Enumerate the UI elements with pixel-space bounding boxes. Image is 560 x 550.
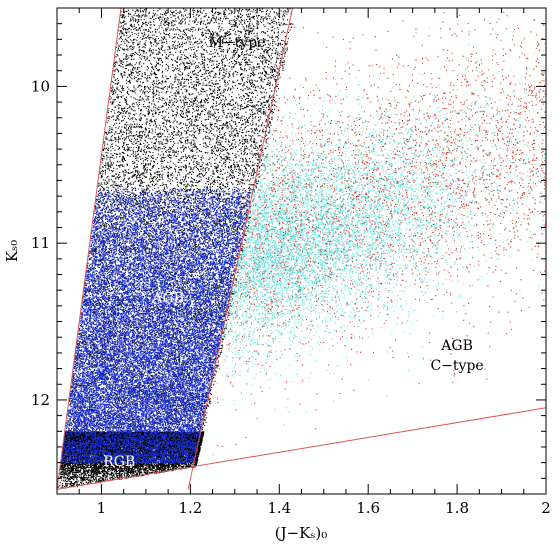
y-axis-label: Kₛ₀ [3, 240, 21, 262]
region-label: RGB [103, 454, 135, 470]
y-tick-label: 12 [31, 391, 50, 409]
boundary-line-2 [187, 8, 294, 490]
x-axis-label: (J−Kₛ)₀ [275, 524, 328, 542]
series-points-4 [209, 10, 546, 447]
region-label: AGB [440, 338, 473, 354]
annotations: M−type AGB RGB AGB C−type [103, 35, 483, 470]
region-label: AGB [151, 291, 184, 307]
x-tick-label: 1.6 [356, 499, 380, 517]
boundary-line-3 [57, 407, 546, 490]
y-tick-label: 10 [31, 77, 50, 95]
x-tick-label: 1.8 [445, 499, 469, 517]
x-tick-label: 1.2 [178, 499, 202, 517]
selection-boundaries [57, 8, 546, 490]
series-points-3 [212, 16, 546, 461]
x-tick-label: 2 [541, 499, 551, 517]
x-tick-label: 1 [97, 499, 107, 517]
axis-ticks: 1 1.2 1.4 1.6 1.8 2 10 11 12 [31, 8, 551, 517]
boundary-line-1 [57, 8, 122, 490]
y-tick-label: 11 [31, 234, 50, 252]
scatter-points [57, 8, 546, 490]
series-points-2 [61, 188, 253, 464]
x-tick-label: 1.4 [267, 499, 291, 517]
region-label: C−type [430, 358, 483, 374]
region-label: M−type [209, 35, 266, 51]
